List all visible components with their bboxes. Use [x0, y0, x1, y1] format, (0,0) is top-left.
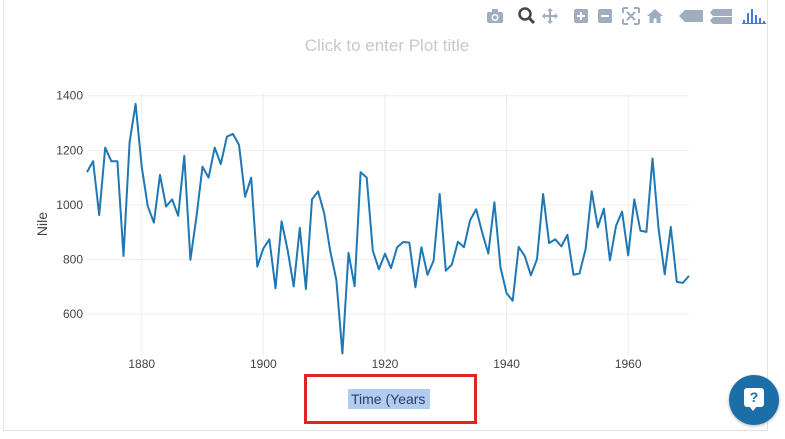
hover-closest-icon[interactable] — [678, 6, 704, 26]
modebar — [0, 6, 785, 26]
y-tick-label: 1200 — [56, 143, 83, 157]
camera-icon[interactable] — [485, 6, 507, 26]
x-axis-title-input[interactable]: Time (Years — [348, 389, 430, 409]
autoscale-icon[interactable] — [621, 6, 643, 26]
x-tick-label: 1880 — [128, 357, 155, 371]
y-axis-title[interactable]: Nile — [34, 212, 50, 236]
x-tick-label: 1940 — [493, 357, 520, 371]
help-chat-icon: ? — [744, 388, 764, 407]
reset-axes-icon[interactable] — [645, 6, 667, 26]
tick-layer: 600 800 1000 1200 1400 1880 1900 1920 1940 1960 — [56, 89, 642, 371]
y-tick-label: 1000 — [56, 198, 83, 212]
hover-compare-icon[interactable] — [709, 6, 733, 26]
x-tick-label: 1920 — [372, 357, 399, 371]
y-tick-label: 1400 — [56, 89, 83, 103]
series-line-nile[interactable] — [86, 102, 690, 355]
zoom-icon[interactable] — [517, 6, 539, 26]
zoom-in-icon[interactable] — [571, 6, 593, 26]
plotly-logo-icon[interactable] — [741, 6, 767, 26]
y-tick-label: 600 — [63, 307, 83, 321]
plot-title-placeholder[interactable]: Click to enter Plot title — [305, 36, 469, 55]
help-bubble-tail — [749, 406, 757, 411]
y-tick-label: 800 — [63, 252, 83, 266]
plot-container — [3, 0, 768, 431]
x-tick-label: 1960 — [615, 357, 642, 371]
x-tick-label: 1900 — [250, 357, 277, 371]
zoom-out-icon[interactable] — [595, 6, 617, 26]
x-axis-title-highlight: Time (Years — [304, 374, 477, 424]
help-chat-button[interactable]: ? — [729, 375, 779, 425]
line-layer — [86, 102, 690, 355]
pan-icon[interactable] — [540, 6, 562, 26]
